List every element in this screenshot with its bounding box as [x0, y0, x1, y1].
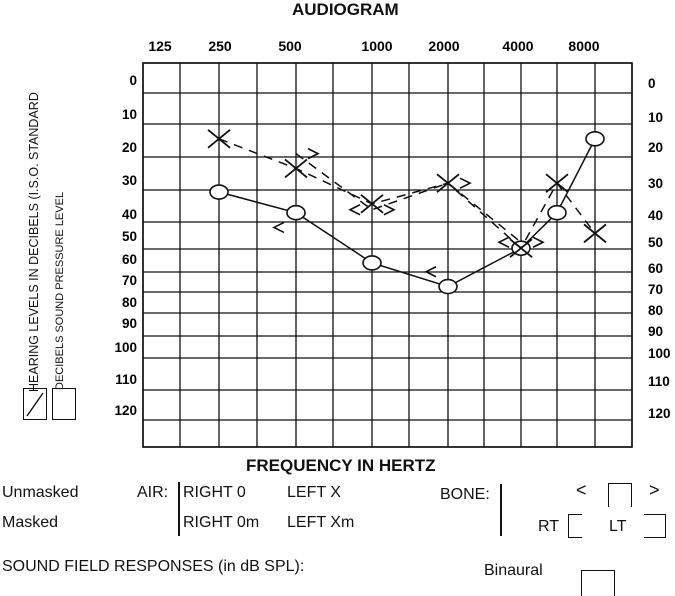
marker-bone-gt — [532, 236, 545, 248]
y-tick-label-right: 110 — [648, 374, 670, 389]
hearing-levels-checkbox[interactable] — [23, 388, 47, 420]
marker-x — [545, 173, 569, 193]
hearing-levels-label: HEARING LEVELS IN DECIBELS (I.S.O. STAND… — [27, 92, 41, 392]
x-tick-label: 4000 — [502, 38, 533, 54]
y-tick-label-right: 40 — [648, 208, 663, 223]
bone-label: BONE: — [440, 486, 490, 503]
bone-unmasked-box[interactable] — [608, 483, 632, 507]
y-tick-label-left: 90 — [122, 316, 137, 331]
y-tick-label-left: 50 — [122, 229, 137, 244]
air-label: AIR: — [137, 484, 169, 501]
hearing-levels-label-wrap: HEARING LEVELS IN DECIBELS (I.S.O. STAND… — [27, 92, 47, 392]
x-tick-label: 1000 — [361, 38, 392, 54]
marker-x-stroke — [207, 129, 231, 149]
sound-pressure-checkbox[interactable] — [52, 388, 76, 420]
marker-x-stroke — [284, 158, 308, 179]
y-tick-label-left: 10 — [122, 107, 137, 122]
y-tick-label-right: 60 — [648, 261, 663, 276]
y-tick-label-right: 20 — [648, 140, 663, 155]
x-tick-label: 2000 — [428, 38, 459, 54]
marker-x-stroke — [509, 238, 533, 258]
check-slash-icon — [26, 392, 44, 417]
y-tick-label-left: 30 — [122, 173, 137, 188]
series-line — [295, 153, 522, 243]
lt-label: LT — [609, 518, 627, 535]
marker-bone-lt — [424, 266, 437, 278]
x-tick-label: 250 — [208, 38, 232, 54]
y-tick-label-right: 80 — [648, 303, 663, 318]
y-tick-label-right: 50 — [648, 235, 663, 250]
y-tick-label-left: 100 — [114, 340, 137, 355]
x-tick-label: 125 — [148, 38, 172, 54]
marker-x-stroke — [360, 194, 384, 214]
y-tick-label-right: 0 — [648, 76, 656, 91]
marker-x-stroke — [545, 173, 569, 193]
air-divider — [178, 482, 180, 536]
y-tick-label-right: 90 — [648, 324, 663, 339]
marker-bone-gt — [459, 177, 472, 189]
sound-pressure-label: DECIBELS SOUND PRESSURE LEVEL — [54, 191, 66, 390]
marker-x — [360, 194, 384, 214]
x-tick-label: 500 — [278, 38, 302, 54]
bone-divider — [500, 484, 502, 536]
marker-x — [509, 238, 533, 258]
y-tick-label-right: 70 — [648, 282, 663, 297]
y-tick-label-right: 120 — [648, 406, 671, 421]
y-tick-label-left: 110 — [115, 372, 137, 387]
y-tick-label-right: 30 — [648, 176, 663, 191]
marker-x — [583, 223, 607, 244]
unmasked-label: Unmasked — [2, 484, 79, 501]
marker-circle — [547, 204, 567, 221]
x-axis-label: FREQUENCY IN HERTZ — [246, 456, 436, 475]
air-right-masked: RIGHT 0m — [183, 514, 260, 531]
air-left-masked: LEFT Xm — [287, 514, 355, 531]
rt-label: RT — [538, 518, 560, 535]
marker-x — [284, 158, 308, 179]
bone-left-symbol: < — [576, 480, 587, 500]
marker-x — [207, 129, 231, 149]
bone-right-symbol: > — [649, 480, 660, 500]
y-tick-label-right: 100 — [648, 346, 671, 361]
y-tick-label-left: 80 — [122, 295, 137, 310]
binaural-box[interactable] — [581, 570, 615, 596]
sound-pressure-label-wrap: DECIBELS SOUND PRESSURE LEVEL — [54, 192, 74, 390]
marker-bone-lt — [497, 236, 510, 248]
y-tick-label-left: 120 — [114, 403, 137, 418]
y-tick-label-left: 70 — [122, 273, 137, 288]
marker-bone-lt — [272, 221, 285, 234]
air-left-unmasked: LEFT X — [287, 484, 341, 501]
sound-field-label: SOUND FIELD RESPONSES (in dB SPL): — [2, 558, 305, 575]
rt-masked-bracket[interactable] — [568, 514, 582, 538]
marker-x-stroke — [583, 223, 607, 244]
y-tick-label-left: 60 — [122, 252, 137, 267]
lt-masked-bracket[interactable] — [644, 514, 666, 538]
x-tick-label: 8000 — [568, 38, 599, 54]
y-tick-label-left: 0 — [129, 73, 137, 88]
chart-title: AUDIOGRAM — [292, 0, 399, 19]
marker-circle — [286, 204, 306, 221]
marker-bone-lt — [348, 204, 361, 216]
marker-circle — [209, 184, 229, 200]
marker-circle — [438, 278, 458, 295]
y-tick-label-right: 10 — [648, 110, 663, 125]
marker-circle — [585, 131, 605, 147]
marker-bone-gt — [307, 147, 320, 160]
marker-circle — [362, 255, 382, 271]
series-line — [218, 138, 596, 288]
air-right-unmasked: RIGHT 0 — [183, 484, 246, 501]
masked-label: Masked — [2, 514, 59, 531]
marker-bone-gt — [383, 204, 396, 216]
y-tick-label-left: 20 — [122, 140, 137, 155]
binaural-label: Binaural — [484, 562, 543, 579]
marker-x-stroke — [436, 173, 460, 193]
y-tick-label-left: 40 — [122, 207, 137, 222]
